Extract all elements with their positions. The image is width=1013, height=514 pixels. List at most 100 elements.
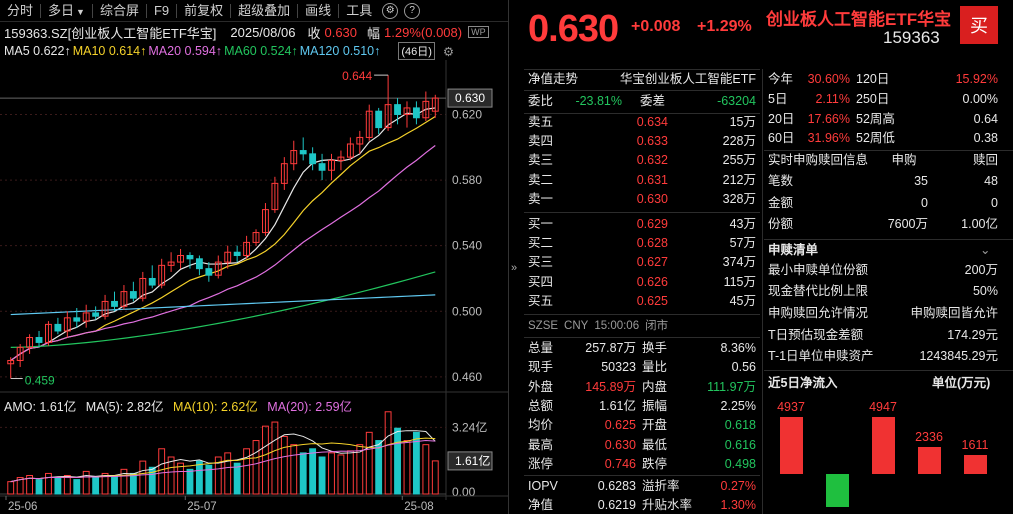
candle-body [337, 156, 345, 161]
weicha-label: 委差 [640, 94, 666, 108]
net-flow-label: 4947 [869, 399, 897, 414]
redeem-row-value: 1243845.29元 [919, 349, 998, 364]
chevron-down-icon[interactable]: ⌄ [980, 242, 991, 257]
status-time: 15:00:06 [594, 320, 640, 332]
adjust-button[interactable]: 前复权 [184, 2, 224, 18]
net-flow-label: 1611 [961, 438, 989, 453]
composite-screen-button[interactable]: 综合屏 [99, 2, 139, 18]
redeem-row-value: 50% [972, 284, 998, 299]
tab-time-share[interactable]: 分时 [7, 2, 34, 18]
ma-legend: MA5 0.622↑ MA10 0.614↑ MA20 0.594↑ MA60 … [0, 42, 508, 60]
volume-bar [186, 468, 194, 495]
candle-body [290, 150, 298, 165]
price-tick-label: 0.620 [452, 107, 482, 121]
amo-legend: AMO: 1.61亿 MA(5): 2.82亿 MA(10): 2.62亿 MA… [4, 396, 352, 415]
candle-body [394, 104, 401, 115]
wp-icon[interactable]: WP [468, 26, 489, 38]
candle-body [186, 255, 194, 260]
x-tick-label: 25-06 [8, 501, 37, 513]
stat-label: 外盘 [528, 379, 554, 394]
bid-label: 买三 [528, 255, 554, 270]
stat-label: 最高 [528, 437, 554, 452]
f9-button[interactable]: F9 [153, 2, 170, 18]
ma20-line [10, 144, 436, 361]
net-flow-label: 4937 [777, 399, 805, 414]
candle-body [328, 159, 335, 171]
candle-body [26, 337, 34, 348]
redeem-row-label: 申购赎回允许情况 [768, 305, 869, 320]
tools-button[interactable]: 工具 [339, 0, 379, 22]
close-label: 收 [307, 25, 321, 41]
ask-label: 卖一 [528, 191, 554, 206]
expand-icon[interactable]: » [511, 262, 518, 274]
price-tick-label: 0.460 [452, 370, 482, 384]
realtime-title: 实时申购赎回信息 [768, 153, 869, 168]
volume-bar [205, 464, 213, 495]
ask-label: 卖四 [528, 134, 554, 149]
settings-icon[interactable]: ⚙ [382, 2, 399, 19]
volume-bar [120, 468, 128, 495]
volume-bar [280, 435, 288, 495]
toolbar-divider [40, 3, 42, 18]
candle-body [120, 291, 128, 307]
settings-icon[interactable]: ⚙ [442, 44, 455, 59]
toolbar-divider [338, 3, 340, 18]
candle-body [101, 300, 109, 317]
status-currency: CNY [564, 320, 589, 332]
stat-value: 0.746 [604, 456, 636, 471]
candle-body [167, 261, 175, 266]
ma20-label: MA20 0.594↑ [148, 44, 223, 58]
divider [764, 150, 1013, 152]
perf-value: 31.96% [807, 131, 850, 146]
webi-label: 委比 [528, 94, 554, 108]
period-select[interactable]: 多日 ▼ [41, 0, 92, 22]
candle-body [7, 359, 15, 365]
volume-bar [299, 452, 307, 495]
ask-price: 0.631 [636, 172, 668, 187]
stat-label: 均价 [528, 418, 554, 433]
days-button[interactable]: (46日) [398, 42, 435, 60]
candle-body [177, 255, 184, 263]
candle-body [280, 163, 288, 184]
bid-volume: 57万 [729, 236, 756, 251]
stat-value: 0.625 [604, 418, 636, 433]
draw-button[interactable]: 画线 [305, 2, 332, 18]
perf-label: 20日 [768, 111, 795, 126]
volume-bar [252, 440, 260, 495]
candlestick-chart[interactable]: 0.644 0.459 0.620 0.580 0.540 0.500 0.460 0.63… [0, 0, 508, 514]
volume-bar [82, 470, 90, 495]
close-value: 0.630 [324, 24, 358, 40]
chart-info-bar: 159363.SZ[创业板人工智能ETF华宝] 2025/08/06 收 0.6… [0, 22, 508, 42]
net-flow-bar [826, 474, 849, 507]
volume-bar [262, 425, 269, 495]
period-label: 多日 [48, 2, 75, 18]
min-price-label: 0.459 [25, 374, 55, 388]
perf-label: 60日 [768, 131, 795, 146]
realtime-row-label: 笔数 [768, 174, 794, 189]
volume-ma10-line [10, 437, 436, 483]
ask-price: 0.632 [636, 153, 668, 168]
candle-body [318, 163, 326, 171]
candle-body [309, 153, 317, 165]
candle-body [35, 337, 43, 343]
help-icon[interactable]: ? [404, 2, 421, 19]
panel-divider[interactable] [508, 0, 509, 514]
iopv-label: 升贴水率 [642, 498, 693, 513]
iopv-value: 0.6283 [597, 479, 636, 494]
volume-bar [16, 477, 24, 495]
redeem-row-label: T-1日单位申赎资产 [768, 349, 874, 364]
buy-button[interactable]: 买 [960, 6, 998, 44]
webi-value: -23.81% [575, 94, 622, 108]
price-tick-label: 0.540 [452, 239, 482, 253]
volume-bar [356, 444, 364, 495]
candle-body [148, 277, 156, 286]
stat-label: 内盘 [642, 379, 668, 394]
iopv-label: IOPV [528, 479, 558, 494]
iopv-value: 0.27% [720, 479, 756, 494]
volume-tag [447, 451, 493, 471]
overlay-button[interactable]: 超级叠加 [238, 2, 291, 18]
perf-label: 52周低 [856, 131, 895, 146]
volume-bar [54, 477, 62, 495]
amo-ma5: MA(5): 2.82亿 [85, 400, 164, 414]
chart-date: 2025/08/06 [230, 24, 296, 40]
